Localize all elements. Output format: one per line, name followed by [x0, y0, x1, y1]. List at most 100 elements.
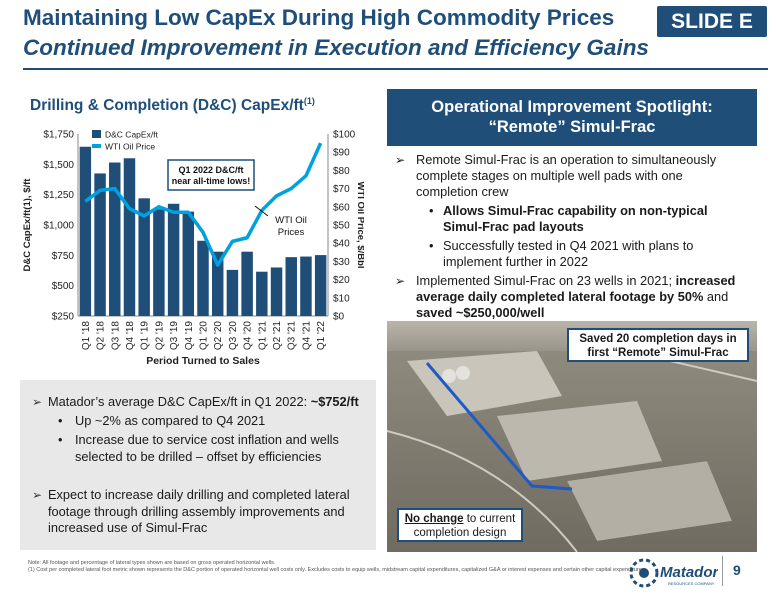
capex-bar	[256, 271, 268, 316]
y-left-tick-label: $1,750	[43, 130, 74, 141]
y-left-tick-label: $750	[52, 251, 75, 262]
spotlight-sub-2: • Successfully tested in Q4 2021 with pla…	[429, 238, 694, 269]
capex-chart: $250 $500 $750 $1,000 $1,250 $1,500 $1,750 $0 $1…	[18, 120, 366, 370]
well-pad-3	[567, 461, 732, 541]
tank	[442, 369, 456, 383]
y-right-tick-label: $70	[333, 184, 350, 195]
sub-bullet-increase: • Increase due to service cost inflation …	[58, 432, 339, 464]
bullet-expect: ➢ Expect to increase daily drilling and …	[32, 487, 350, 535]
bullet-avg-capex: ➢ Matador’s average D&C CapEx/ft in Q1 2…	[32, 394, 359, 409]
bottom-bullets-panel: ➢ Matador’s average D&C CapEx/ft in Q1 2…	[20, 380, 376, 550]
y-right-tick-label: $100	[333, 130, 356, 141]
x-tick-label: Q4 '20	[243, 321, 254, 351]
slide-subtitle: Continued Improvement in Execution and E…	[23, 35, 649, 60]
x-tick-label: Q1 '20	[199, 321, 210, 351]
y-right-tick-label: $90	[333, 148, 350, 159]
matador-logo: Matador RESOURCES COMPANY	[628, 553, 720, 593]
remote-line	[425, 362, 573, 491]
x-tick-label: Q2 '19	[154, 321, 165, 351]
arrow-bullet-icon: ➢	[395, 274, 406, 288]
wti-annotation-line1: WTI Oil	[275, 215, 307, 226]
svg-text:RESOURCES COMPANY: RESOURCES COMPANY	[668, 581, 715, 586]
slide-title: Maintaining Low CapEx During High Commod…	[23, 5, 615, 30]
chart-heading: Drilling & Completion (D&C) CapEx/ft(1)	[30, 96, 315, 115]
sub-bullet-up: • Up ~2% as compared to Q4 2021	[58, 413, 266, 428]
capex-bar	[182, 211, 195, 316]
page-separator	[722, 556, 723, 586]
capex-bar	[153, 209, 165, 316]
capex-bar	[94, 173, 106, 316]
y-left-axis-title: D&C CapEx/ft(1), $/ft	[22, 178, 33, 272]
y-left-tick-label: $1,250	[43, 190, 74, 201]
footnote: Note: All footage and percentage of late…	[28, 560, 647, 573]
legend-label: WTI Oil Price	[105, 142, 155, 152]
arrow-bullet-icon: ➢	[32, 488, 43, 502]
x-tick-label: Q2 '18	[96, 321, 107, 351]
x-tick-label: Q2 '21	[272, 321, 283, 351]
x-tick-label: Q2 '20	[213, 321, 224, 351]
spotlight-sub-1: • Allows Simul-Frac capability on non-typ…	[429, 203, 708, 234]
capex-bar	[241, 251, 253, 316]
callout-text-line2: near all-time lows!	[172, 176, 251, 186]
y-left-tick-label: $1,000	[43, 221, 74, 232]
spotlight-body: ➢ Remote Simul-Frac is an operation to s…	[387, 146, 757, 320]
wti-annotation-line2: Prices	[278, 227, 305, 238]
road	[387, 430, 578, 552]
y-right-tick-label: $80	[333, 166, 350, 177]
x-tick-label: Q1 '19	[140, 321, 151, 351]
capex-bar	[167, 203, 180, 316]
legend-label: D&C CapEx/ft	[105, 130, 159, 140]
y-right-tick-label: $30	[333, 257, 350, 268]
x-tick-label: Q4 '21	[301, 321, 312, 351]
capex-bar	[123, 158, 136, 316]
page-number: 9	[733, 562, 741, 578]
arrow-bullet-icon: ➢	[395, 153, 406, 167]
x-tick-label: Q4 '18	[125, 321, 136, 351]
wti-oil-price-line	[84, 142, 323, 267]
x-tick-label: Q1 '22	[316, 321, 327, 351]
x-tick-label: Q1 '18	[81, 321, 92, 351]
y-right-tick-label: $40	[333, 239, 350, 250]
y-right-tick-label: $50	[333, 221, 350, 232]
capex-bar	[314, 255, 327, 316]
y-left-tick-label: $250	[52, 312, 75, 323]
aerial-photo: Saved 20 completion days in first “Remot…	[387, 321, 757, 552]
capex-bar	[197, 240, 209, 316]
well-pad-1	[407, 351, 562, 416]
capex-bar	[270, 267, 283, 316]
capex-bar	[211, 251, 224, 316]
x-tick-label: Q4 '19	[184, 321, 195, 351]
y-right-tick-label: $10	[333, 293, 350, 304]
spotlight-bullet-1: ➢ Remote Simul-Frac is an operation to s…	[395, 152, 717, 199]
chart-svg: $250 $500 $750 $1,000 $1,250 $1,500 $1,750 $0 $1…	[22, 130, 366, 368]
y-left-tick-label: $1,500	[43, 160, 74, 171]
y-right-tick-label: $0	[333, 312, 345, 323]
y-left-tick-label: $500	[52, 281, 75, 292]
spotlight-heading: Operational Improvement Spotlight: “Remo…	[387, 89, 757, 146]
capex-bar	[138, 198, 150, 316]
title-rule	[23, 68, 768, 70]
callout-saved-days: Saved 20 completion days in first “Remot…	[567, 328, 749, 362]
x-tick-label: Q3 '20	[228, 321, 239, 351]
capex-bar	[226, 269, 239, 316]
svg-text:Matador: Matador	[660, 564, 718, 581]
aerial-photo-svg	[387, 321, 757, 552]
well-pad-2	[497, 401, 662, 481]
callout-box	[167, 159, 255, 191]
x-axis-title: Period Turned to Sales	[146, 355, 260, 367]
legend-swatch-bar	[92, 130, 101, 138]
x-tick-label: Q1 '21	[257, 321, 268, 351]
tank	[456, 366, 470, 380]
capex-bar	[109, 162, 121, 316]
arrow-bullet-icon: ➢	[32, 395, 43, 409]
slide-badge: SLIDE E	[657, 6, 767, 37]
spotlight-bullet-2: ➢ Implemented Simul-Frac on 23 wells in …	[395, 273, 736, 320]
y-right-tick-label: $60	[333, 202, 350, 213]
x-tick-label: Q3 '18	[110, 321, 121, 351]
wti-annotation-arrow	[254, 205, 269, 217]
callout-no-change: No change to current completion design	[397, 508, 523, 542]
capex-bar	[285, 257, 297, 316]
capex-bar	[79, 146, 92, 316]
x-tick-label: Q3 '21	[287, 321, 298, 351]
y-right-axis-title: WTI Oil Price, $/Bbl	[355, 181, 364, 268]
